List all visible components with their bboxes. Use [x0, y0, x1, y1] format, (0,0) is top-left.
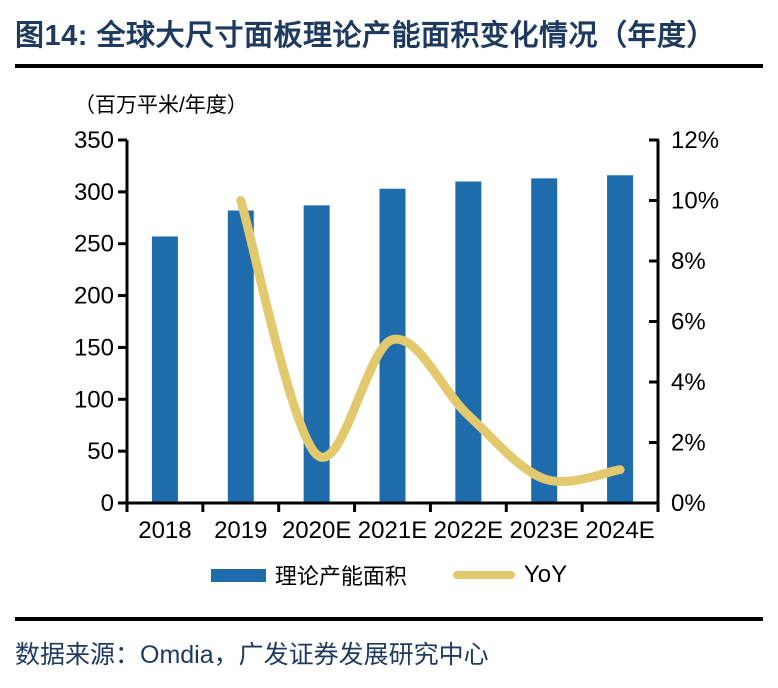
chart-canvas: （百万平米/年度） 0 50 100 150 200 250 300 350 0% 2% 4% 6% 8%… — [74, 94, 719, 544]
x-label-2021E: 2021E — [358, 517, 427, 544]
left-axis-tick: 250 — [74, 231, 114, 258]
right-axis-tick: 2% — [671, 430, 706, 457]
chart-legend: 理论产能面积 YoY — [0, 559, 778, 591]
right-axis-tick: 10% — [671, 188, 719, 215]
right-axis-tick: 0% — [671, 490, 706, 517]
x-label-2022E: 2022E — [434, 517, 503, 544]
left-axis-tick: 200 — [74, 283, 114, 310]
bar-2018 — [151, 236, 178, 503]
x-label-2018: 2018 — [138, 517, 191, 544]
footer-divider — [15, 617, 763, 621]
left-axis-tick: 100 — [74, 386, 114, 413]
legend-line-swatch — [452, 571, 515, 579]
legend-bar-swatch — [210, 568, 266, 582]
yoy-line — [236, 196, 625, 486]
x-label-2024E: 2024E — [585, 517, 654, 544]
axis-unit-label: （百万平米/年度） — [74, 94, 248, 117]
bar-2019 — [227, 210, 254, 504]
legend-line-label: YoY — [523, 561, 568, 588]
legend-bar-label: 理论产能面积 — [274, 564, 407, 589]
left-axis-tick: 50 — [87, 438, 114, 465]
figure-title: 图14: 全球大尺寸面板理论产能面积变化情况（年度） — [15, 20, 716, 52]
left-axis-tick: 0 — [101, 490, 114, 517]
right-axis-tick: 8% — [671, 248, 706, 275]
right-axis-tick: 4% — [671, 369, 706, 396]
left-axis-tick: 300 — [74, 179, 114, 206]
left-axis-tick: 150 — [74, 334, 114, 361]
bar-2024E — [607, 175, 634, 503]
title-divider — [15, 64, 763, 68]
x-label-2020E: 2020E — [282, 517, 351, 544]
right-axis-tick: 6% — [671, 309, 706, 336]
right-axis-tick: 12% — [671, 127, 719, 154]
bar-2022E — [455, 181, 482, 503]
x-label-2019: 2019 — [214, 517, 267, 544]
left-axis-tick: 350 — [74, 127, 114, 154]
bar-2023E — [531, 178, 558, 504]
x-label-2023E: 2023E — [510, 517, 579, 544]
data-source: 数据来源：Omdia，广发证券发展研究中心 — [15, 641, 489, 669]
chart-area: （百万平米/年度） 0 50 100 150 200 250 300 350 0% 2% 4% 6% 8%… — [0, 68, 778, 553]
